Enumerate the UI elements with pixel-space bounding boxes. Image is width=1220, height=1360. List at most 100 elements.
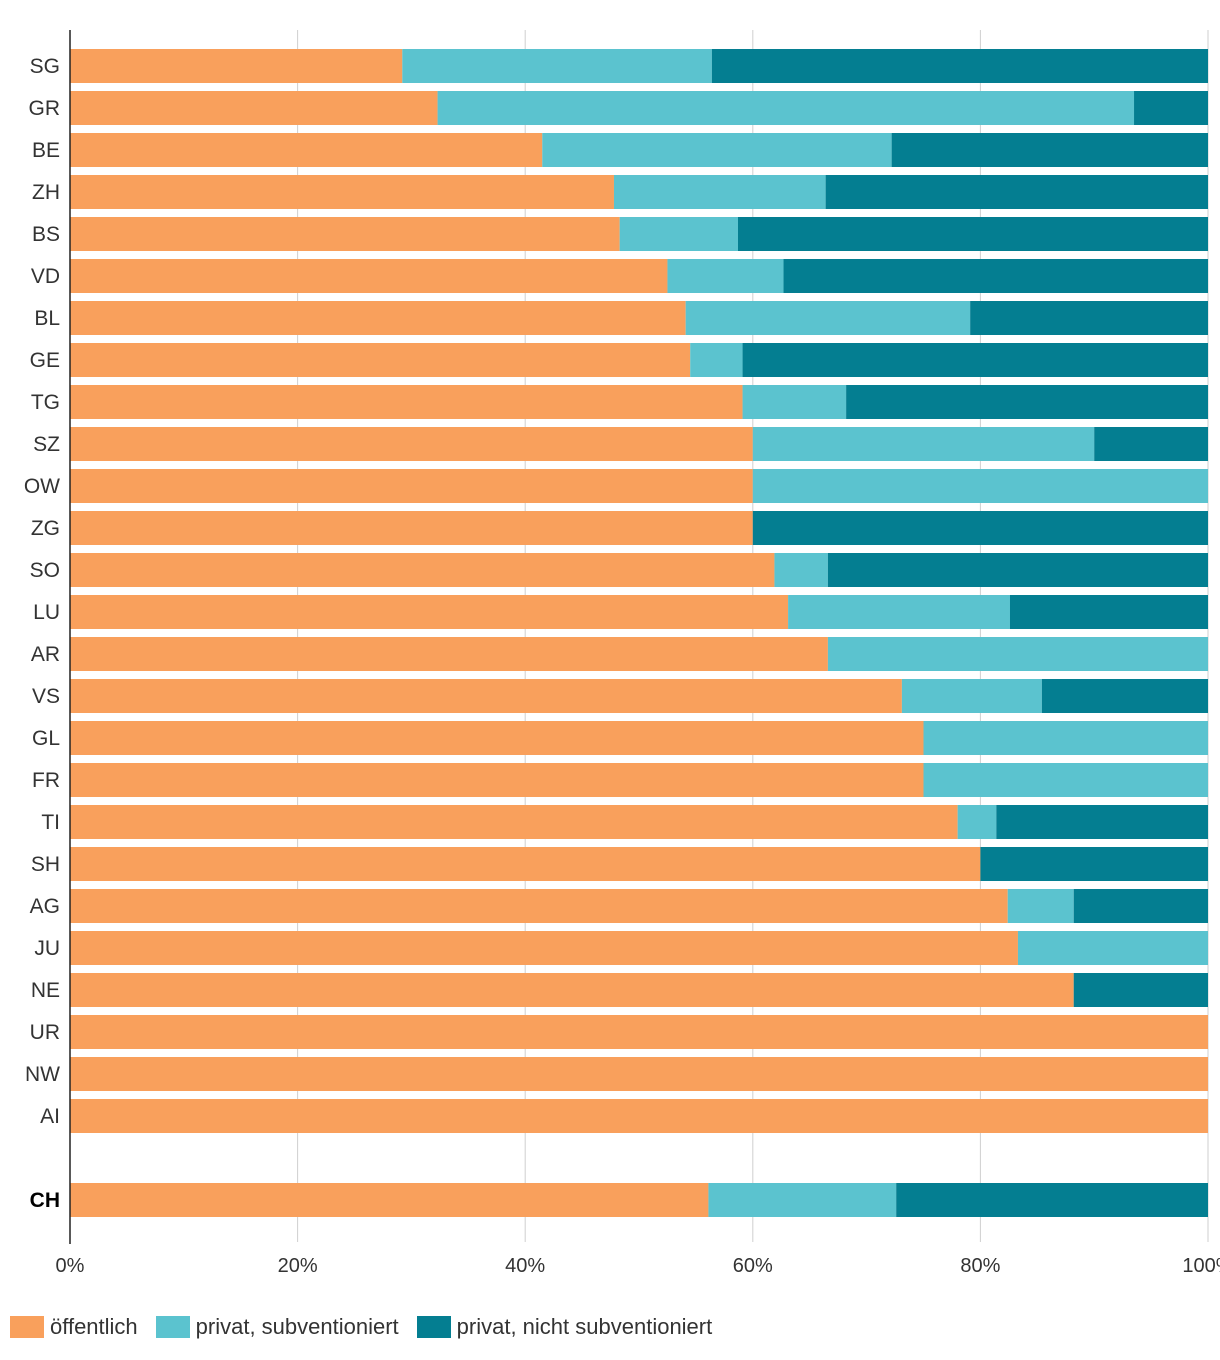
bar-nw-series-0 <box>70 1057 1208 1091</box>
category-label-zg: ZG <box>31 517 60 540</box>
bar-zh-series-2 <box>825 175 1208 209</box>
x-tick-label: 60% <box>733 1255 773 1277</box>
bar-vd-series-0 <box>70 259 668 293</box>
category-label-gr: GR <box>29 97 61 120</box>
bar-vd-series-2 <box>783 259 1208 293</box>
bar-ge-series-0 <box>70 343 691 377</box>
bar-ti-series-0 <box>70 805 958 839</box>
bar-ju-series-0 <box>70 931 1018 965</box>
bar-gr-series-0 <box>70 91 438 125</box>
bar-zg-series-2 <box>752 511 1208 545</box>
legend-swatch-private-unsubsidized <box>416 1316 451 1338</box>
category-label-fr: FR <box>32 769 60 792</box>
bar-ag-series-1 <box>1007 889 1074 923</box>
bar-sh-series-2 <box>980 847 1208 881</box>
category-label-vs: VS <box>32 685 60 708</box>
bar-gr-series-1 <box>437 91 1135 125</box>
category-label-ag: AG <box>30 895 60 918</box>
category-label-so: SO <box>30 559 60 582</box>
bar-vd-series-1 <box>667 259 784 293</box>
bar-zh-series-0 <box>70 175 614 209</box>
bar-gr-series-2 <box>1134 91 1208 125</box>
legend-label-private-unsubsidized: privat, nicht subventioniert <box>456 1314 713 1339</box>
category-label-sg: SG <box>30 55 60 78</box>
bar-sz-series-0 <box>70 427 753 461</box>
category-label-vd: VD <box>31 265 60 288</box>
legend-swatch-private-subsidized <box>155 1316 190 1338</box>
bar-ne-series-0 <box>70 973 1074 1007</box>
legend: öffentlich privat, subventioniert privat… <box>10 1314 730 1340</box>
bar-zg-series-0 <box>70 511 753 545</box>
x-tick-label: 0% <box>56 1255 85 1277</box>
legend-item-public: öffentlich <box>10 1314 138 1340</box>
bar-ti-series-1 <box>957 805 997 839</box>
bar-ar-series-1 <box>827 637 1208 671</box>
category-label-zh: ZH <box>32 181 60 204</box>
category-label-bl: BL <box>34 307 60 330</box>
bar-ow-series-0 <box>70 469 753 503</box>
category-label-ar: AR <box>31 643 60 666</box>
bar-gl-series-1 <box>923 721 1208 755</box>
category-label-tg: TG <box>31 391 60 414</box>
bar-lu-series-1 <box>788 595 1010 629</box>
stacked-bar-chart: 0% 20% 40% 60% 80% 100% SG GR BE ZH BS VD BL GE TG SZ OW… <box>24 30 1220 1277</box>
category-label-ai: AI <box>40 1105 60 1128</box>
category-label-be: BE <box>32 139 60 162</box>
category-label-gl: GL <box>32 727 60 750</box>
bar-lu-series-2 <box>1009 595 1208 629</box>
bar-ag-series-2 <box>1073 889 1208 923</box>
bar-fr-series-1 <box>923 763 1208 797</box>
bar-ur-series-0 <box>70 1015 1208 1049</box>
bar-tg-series-1 <box>742 385 847 419</box>
bar-ch-series-2 <box>896 1183 1208 1217</box>
bar-ge-series-1 <box>690 343 743 377</box>
category-label-ch: CH <box>30 1189 60 1212</box>
bar-so-series-1 <box>774 553 828 587</box>
bar-tg-series-0 <box>70 385 743 419</box>
bar-bl-series-0 <box>70 301 686 335</box>
category-label-sh: SH <box>31 853 60 876</box>
bar-tg-series-2 <box>846 385 1208 419</box>
category-label-ti: TI <box>41 811 60 834</box>
bar-ju-series-1 <box>1017 931 1208 965</box>
legend-label-private-subsidized: privat, subventioniert <box>195 1314 399 1339</box>
x-tick-label: 80% <box>960 1255 1000 1277</box>
bar-sg-series-0 <box>70 49 403 83</box>
bar-vs-series-1 <box>901 679 1042 713</box>
category-label-sz: SZ <box>33 433 60 456</box>
bar-ag-series-0 <box>70 889 1008 923</box>
bar-vs-series-2 <box>1041 679 1208 713</box>
bar-bs-series-1 <box>619 217 739 251</box>
bar-ti-series-2 <box>996 805 1208 839</box>
bar-ar-series-0 <box>70 637 828 671</box>
bar-bs-series-0 <box>70 217 620 251</box>
bar-bs-series-2 <box>738 217 1208 251</box>
category-label-ow: OW <box>24 475 60 498</box>
bar-be-series-2 <box>891 133 1208 167</box>
bar-ow-series-1 <box>752 469 1208 503</box>
bar-be-series-0 <box>70 133 543 167</box>
bar-sz-series-1 <box>752 427 1095 461</box>
bar-vs-series-0 <box>70 679 902 713</box>
category-label-ur: UR <box>30 1021 60 1044</box>
legend-item-private-subsidized: privat, subventioniert <box>155 1314 399 1340</box>
category-label-ju: JU <box>34 937 60 960</box>
x-tick-label: 40% <box>505 1255 545 1277</box>
x-tick-label: 20% <box>278 1255 318 1277</box>
category-label-ne: NE <box>31 979 60 1002</box>
bar-bl-series-1 <box>685 301 971 335</box>
category-label-bs: BS <box>32 223 60 246</box>
bar-so-series-2 <box>827 553 1208 587</box>
bar-sh-series-0 <box>70 847 981 881</box>
bar-ge-series-2 <box>742 343 1208 377</box>
legend-label-public: öffentlich <box>50 1314 138 1339</box>
bar-fr-series-0 <box>70 763 924 797</box>
category-label-lu: LU <box>33 601 60 624</box>
bar-bl-series-2 <box>970 301 1208 335</box>
bar-ai-series-0 <box>70 1099 1208 1133</box>
bar-lu-series-0 <box>70 595 789 629</box>
bar-ch-series-1 <box>708 1183 897 1217</box>
category-label-ge: GE <box>30 349 60 372</box>
bar-so-series-0 <box>70 553 775 587</box>
